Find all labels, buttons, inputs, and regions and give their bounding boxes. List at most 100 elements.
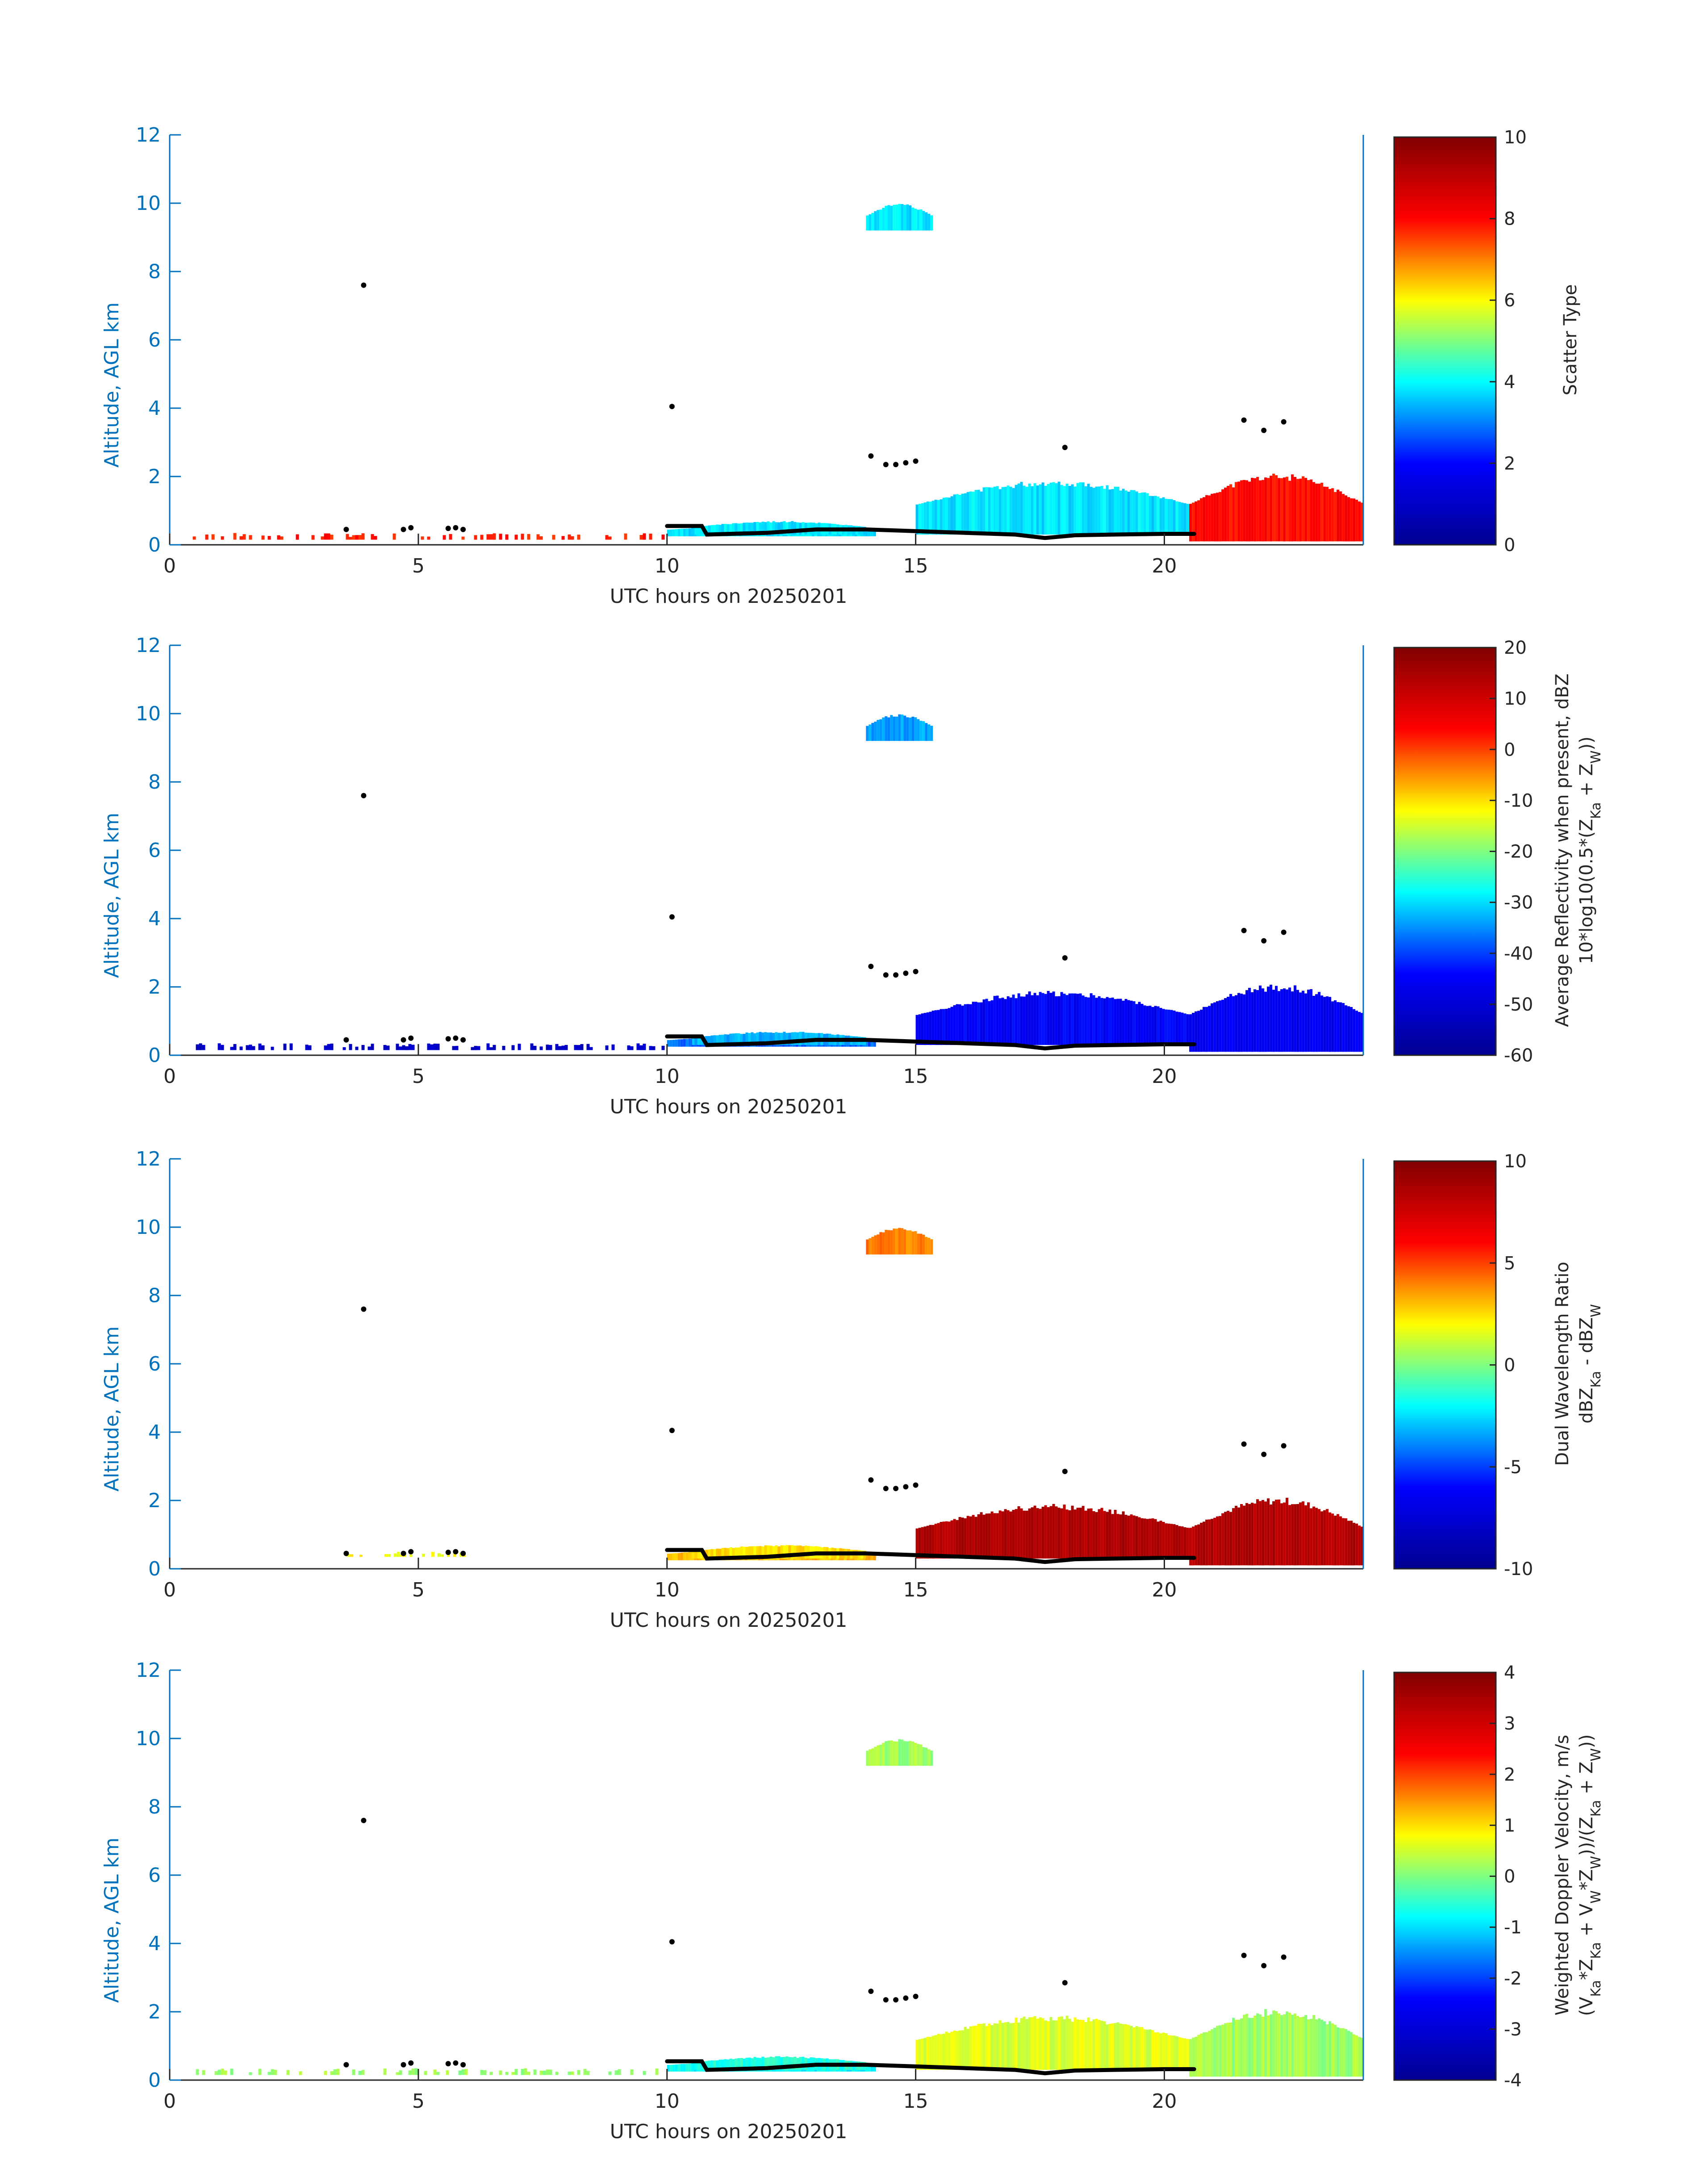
- data-cell: [675, 1553, 678, 1560]
- data-cell: [1162, 1522, 1165, 1559]
- data-cell: [1307, 990, 1310, 1052]
- data-cell: [1224, 2023, 1227, 2077]
- data-cell: [1175, 501, 1178, 535]
- data-cell: [1087, 997, 1090, 1045]
- data-cell: [1039, 484, 1042, 535]
- data-cell: [1143, 492, 1146, 535]
- data-cell: [759, 1032, 762, 1045]
- data-cell: [735, 2058, 738, 2070]
- data-cell: [453, 1552, 456, 1557]
- data-cell: [271, 1046, 274, 1050]
- data-cell: [898, 1228, 901, 1255]
- data-cell: [1227, 997, 1230, 1052]
- data-cell: [1143, 2029, 1146, 2070]
- y-axis-label: Altitude, AGL km: [100, 1326, 123, 1492]
- data-cell: [1132, 1515, 1136, 1559]
- data-cell: [577, 2070, 580, 2075]
- data-cell: [202, 1045, 205, 1050]
- data-cell: [1151, 496, 1154, 535]
- data-cell: [249, 535, 252, 540]
- data-cell: [1098, 996, 1101, 1045]
- data-cell: [1023, 1510, 1026, 1559]
- colorbar-tick-label: 3: [1504, 1713, 1515, 1734]
- data-cell: [743, 2058, 746, 2070]
- data-cell: [1170, 1010, 1173, 1045]
- data-cell: [969, 1004, 972, 1045]
- colorbar-tick-label: -40: [1504, 944, 1533, 964]
- data-cell: [1192, 2037, 1195, 2077]
- data-cell: [871, 1748, 874, 1766]
- data-cell: [890, 715, 893, 741]
- data-cell: [1318, 2018, 1321, 2077]
- data-cell: [1073, 486, 1077, 535]
- data-cell: [775, 2056, 778, 2070]
- data-cell: [769, 522, 773, 535]
- data-cell: [1017, 993, 1020, 1045]
- data-cell: [536, 534, 540, 540]
- data-cell: [1304, 993, 1307, 1052]
- data-cell: [1200, 1522, 1203, 1566]
- cloud-base-point: [868, 1477, 874, 1483]
- data-cell: [355, 535, 359, 540]
- data-cell: [993, 2023, 996, 2070]
- data-cell: [1100, 486, 1103, 535]
- data-cell: [990, 1511, 994, 1559]
- data-cell: [1347, 1006, 1350, 1052]
- data-cell: [917, 1744, 920, 1766]
- data-cell: [945, 497, 948, 535]
- data-cell: [1283, 1502, 1286, 1566]
- data-cell: [718, 1549, 722, 1559]
- data-cell: [433, 1044, 437, 1050]
- data-cell: [655, 2068, 659, 2075]
- data-cell: [710, 2060, 714, 2070]
- data-cell: [431, 1552, 434, 1557]
- cloud-base-point: [401, 2062, 406, 2068]
- data-cell: [486, 1043, 490, 1050]
- data-cell: [1275, 1500, 1278, 1566]
- data-cell: [1157, 1521, 1160, 1559]
- data-cell: [791, 1545, 794, 1559]
- data-cell: [324, 533, 327, 540]
- data-cell: [405, 1046, 409, 1050]
- data-cell: [868, 529, 871, 536]
- data-cell: [367, 1046, 371, 1050]
- data-cell: [934, 500, 937, 535]
- data-cell: [1079, 2019, 1082, 2070]
- data-cell: [1256, 2013, 1259, 2077]
- data-cell: [918, 504, 921, 535]
- data-cell: [1079, 482, 1082, 535]
- data-cell: [1345, 1005, 1348, 1052]
- data-cell: [785, 1032, 789, 1045]
- y-tick-label: 12: [136, 1148, 161, 1170]
- x-axis-label: UTC hours on 20250201: [610, 2120, 848, 2143]
- data-cell: [716, 2060, 719, 2070]
- data-cell: [922, 211, 925, 231]
- data-cell: [669, 1040, 672, 1047]
- data-cell: [1221, 1513, 1224, 1566]
- data-cell: [751, 2058, 754, 2070]
- data-cell: [677, 1553, 681, 1560]
- data-cell: [877, 1745, 880, 1766]
- cloud-base-point: [343, 2062, 349, 2068]
- data-cell: [246, 1045, 249, 1050]
- data-cell: [1240, 994, 1243, 1052]
- data-cell: [1326, 1509, 1329, 1566]
- data-cell: [546, 2069, 549, 2075]
- data-cell: [1076, 1508, 1079, 1559]
- data-cell: [1211, 1003, 1214, 1052]
- colorbar-tick-label: -2: [1504, 1968, 1522, 1989]
- data-cell: [461, 2069, 465, 2075]
- data-cell: [793, 1032, 797, 1045]
- data-cell: [1237, 993, 1240, 1052]
- data-cell: [1243, 994, 1246, 1052]
- data-cell: [1154, 2032, 1157, 2070]
- data-cell: [777, 522, 781, 535]
- data-cell: [700, 1550, 703, 1559]
- data-cell: [1044, 1505, 1047, 1559]
- cloud-base-point: [669, 914, 675, 920]
- data-cell: [793, 1546, 797, 1559]
- data-cell: [1106, 485, 1109, 535]
- data-cell: [1025, 994, 1028, 1045]
- data-cell: [1124, 490, 1128, 535]
